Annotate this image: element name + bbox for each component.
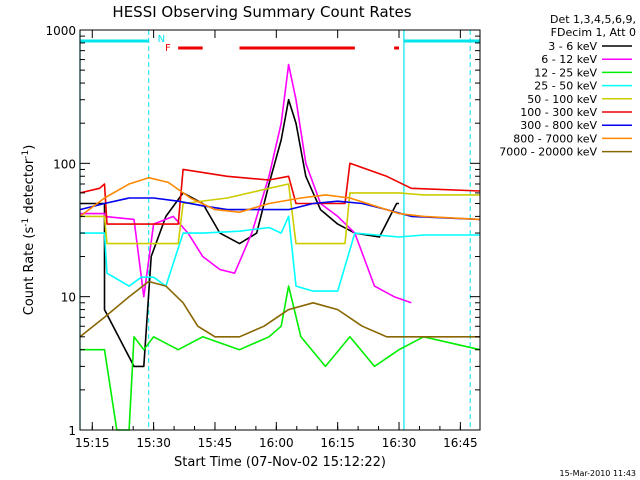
legend-label: 300 - 800 keV [520,119,597,132]
series-line [79,176,481,221]
y-axis-label-superscript: -1 [21,150,31,159]
x-tick-label: 15:15 [75,436,110,450]
y-axis-label-superscript: -1 [21,218,31,227]
y-tick-label: 100 [53,157,76,171]
chart-title: HESSI Observing Summary Count Rates [112,3,411,21]
plot-frame [79,29,481,431]
legend-label: 3 - 6 keV [548,40,597,53]
series-line [79,280,480,338]
legend-label: 6 - 12 keV [541,53,597,66]
series-lines [79,63,481,431]
x-tick-label: 16:00 [259,436,294,450]
x-tick-label: 15:45 [198,436,233,450]
y-tick-label: 10 [61,291,76,305]
series-line [80,183,480,245]
x-tick-label: 15:30 [136,436,171,450]
y-axis-label-part: Count Rate (s [22,227,37,316]
series-line [79,162,481,225]
y-axis-label: Count Rate (s-1 detector-1) [21,145,37,316]
series-line [80,63,412,304]
series-line [80,285,481,431]
x-tick-label: 16:15 [320,436,355,450]
y-axis-label-part: detector [22,158,37,218]
night-flag-label: N [158,34,165,45]
observing-flags: NF [80,34,480,54]
legend-label: 100 - 300 keV [520,106,597,119]
x-axis-label: Start Time (07-Nov-02 15:12:22) [174,455,386,470]
axis-ticks: 15:15 15:30 15:45 16:00 16:15 16:30 16:45 1 10 10… [45,24,480,450]
legend-header-line: Det 1,3,4,5,6,9, [550,13,636,26]
legend-label: 25 - 50 keV [534,80,597,93]
y-axis-label-part: ) [22,145,37,150]
footer-timestamp: 15-Mar-2010 11:43 [560,469,637,478]
x-tick-label: 16:30 [382,436,417,450]
legend-label: 800 - 7000 keV [513,132,597,145]
legend-label: 7000 - 20000 keV [499,146,597,159]
legend-label: 50 - 100 keV [527,93,597,106]
x-tick-label: 16:45 [443,436,478,450]
legend-header-line: FDecim 1, Att 0 [551,26,636,39]
series-line [80,215,480,292]
legend: Det 1,3,4,5,6,9, FDecim 1, Att 0 3 - 6 k… [499,13,636,159]
y-tick-label: 1 [68,424,76,438]
flare-flag-label: F [165,43,171,54]
series-line [80,98,399,368]
legend-label: 12 - 25 keV [534,66,597,79]
y-tick-label: 1000 [45,24,76,38]
